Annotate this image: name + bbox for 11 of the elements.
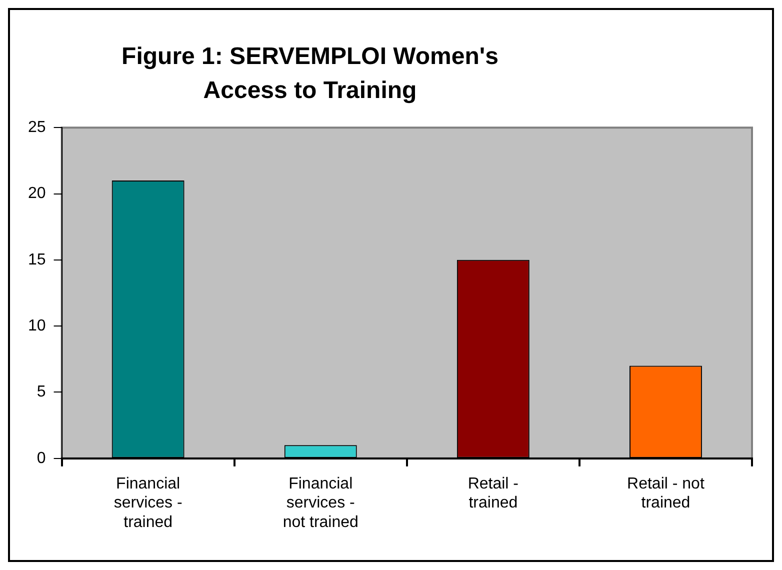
x-tick-label: Retail - trained	[468, 475, 519, 512]
x-tick-label: Financial services - not trained	[282, 475, 358, 531]
chart-title: Figure 1: SERVEMPLOI Women's Access to Training	[120, 42, 500, 106]
y-tick-label: 10	[28, 317, 46, 334]
y-tick-label: 0	[36, 450, 46, 467]
x-tick-label: Financial services - trained	[114, 475, 182, 531]
x-tick-label: Retail - not trained	[627, 475, 705, 512]
y-tick-label: 25	[28, 119, 46, 136]
y-tick-label: 20	[28, 185, 46, 202]
y-tick-label: 15	[28, 251, 46, 268]
y-tick-label: 5	[36, 384, 46, 401]
